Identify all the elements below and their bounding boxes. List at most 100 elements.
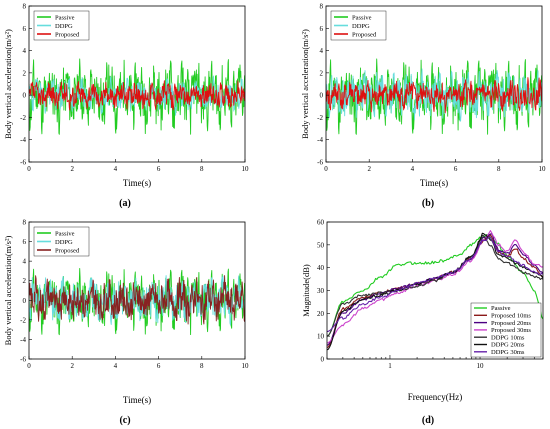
series-line-proposed xyxy=(29,80,245,111)
series-line-ddpg-10ms xyxy=(327,234,543,337)
legend-label: Proposed xyxy=(55,31,80,38)
legend-label: DDPG 10ms xyxy=(491,334,525,341)
y-tick-label: 60 xyxy=(317,219,325,227)
y-axis-label: Body vertical acceleration(m/s²) xyxy=(300,29,310,139)
x-tick-label: 8 xyxy=(200,165,204,173)
panel-label: (a) xyxy=(119,198,131,209)
y-tick-label: 2 xyxy=(320,69,324,77)
x-axis-label: Time(s) xyxy=(123,395,151,405)
x-tick-label: 10 xyxy=(477,362,485,370)
x-tick-label: 6 xyxy=(157,165,161,173)
plot-frame xyxy=(325,5,543,163)
y-tick-label: 10 xyxy=(317,333,325,341)
y-tick-label: 6 xyxy=(23,238,27,246)
x-tick-label: 10 xyxy=(242,165,250,173)
panel-label: (c) xyxy=(119,415,130,426)
plot-frame xyxy=(28,221,246,360)
y-tick-label: 6 xyxy=(320,25,324,33)
y-tick-label: -4 xyxy=(20,336,26,344)
legend-label: DDPG 20ms xyxy=(491,342,525,349)
panel-d: 1 10 0 10 20 30 40 50 60 Frequency(Hz) Magnitude(d… xyxy=(301,219,544,426)
legend-label: Proposed 20ms xyxy=(491,320,531,327)
panel-c: 0 2 4 6 8 10 -6 -4 -2 0 2 4 6 8 Time(s) Body vertical a… xyxy=(3,219,249,427)
x-tick-label: 4 xyxy=(411,165,415,173)
x-tick-label: 2 xyxy=(367,165,371,173)
y-tick-label: -2 xyxy=(317,114,323,122)
y-tick-label: 2 xyxy=(23,277,27,285)
panel-a: 0 2 4 6 8 10 -6 -4 -2 0 2 4 6 8 Time(s) Body vertical a… xyxy=(3,3,249,210)
x-tick-label: 4 xyxy=(114,362,118,370)
legend-label: DDPG xyxy=(55,239,73,246)
x-tick-label: 4 xyxy=(114,165,118,173)
x-tick-label: 2 xyxy=(70,362,74,370)
legend-label: Passive xyxy=(352,14,372,21)
y-axis-label: Magnitude(dB) xyxy=(301,264,311,317)
y-axis-label: Body vertical acceleration(m/s²) xyxy=(3,235,13,345)
y-tick-label: 2 xyxy=(23,69,27,77)
legend-label: Proposed 10ms xyxy=(491,313,531,320)
plot-area xyxy=(327,230,543,351)
legend-label: Passive xyxy=(55,230,75,237)
plot-area xyxy=(326,58,542,135)
y-axis-label: Body vertical acceleration(m/s²) xyxy=(3,29,13,139)
legend-label: DDPG 30ms xyxy=(491,349,525,356)
y-tick-label: 8 xyxy=(23,219,27,227)
legend-label: Proposed 30ms xyxy=(491,327,531,334)
plot-area xyxy=(29,267,245,336)
x-tick-label: 10 xyxy=(242,362,250,370)
y-tick-label: 40 xyxy=(317,264,325,272)
y-tick-label: -4 xyxy=(317,136,323,144)
y-tick-label: 8 xyxy=(320,3,324,11)
x-tick-label: 8 xyxy=(497,165,501,173)
y-tick-label: -6 xyxy=(317,159,323,167)
y-tick-label: 6 xyxy=(23,25,27,33)
y-tick-label: 50 xyxy=(317,241,325,249)
x-tick-label: 6 xyxy=(157,362,161,370)
x-tick-label: 6 xyxy=(454,165,458,173)
panel-b: 0 2 4 6 8 10 -6 -4 -2 0 2 4 6 8 Time(s) Body vertical a… xyxy=(300,3,546,210)
legend-label: DDPG xyxy=(352,23,370,30)
legend-label: Passive xyxy=(491,305,511,312)
legend-label: Proposed xyxy=(352,31,377,38)
y-tick-label: 0 xyxy=(23,92,27,100)
x-axis-label: Frequency(Hz) xyxy=(408,392,462,402)
plot-frame xyxy=(28,5,246,163)
y-tick-label: 0 xyxy=(23,297,27,305)
x-axis-label: Time(s) xyxy=(420,178,448,188)
y-tick-label: 30 xyxy=(317,287,325,295)
x-tick-label: 8 xyxy=(200,362,204,370)
legend-label: Proposed xyxy=(55,247,80,254)
legend-label: DDPG xyxy=(55,23,73,30)
x-tick-label: 0 xyxy=(324,165,328,173)
y-tick-label: -6 xyxy=(20,356,26,364)
x-tick-label: 0 xyxy=(27,362,31,370)
series-line-proposed xyxy=(326,77,542,114)
panel-label: (d) xyxy=(422,415,434,426)
y-tick-label: -4 xyxy=(20,136,26,144)
y-tick-label: 8 xyxy=(23,3,27,11)
x-tick-label: 2 xyxy=(70,165,74,173)
x-tick-label: 1 xyxy=(388,362,392,370)
y-tick-label: -6 xyxy=(20,159,26,167)
y-tick-label: 4 xyxy=(320,47,324,55)
y-tick-label: 0 xyxy=(321,356,325,364)
series-line-ddpg-30ms xyxy=(327,236,543,333)
y-tick-label: 4 xyxy=(23,47,27,55)
y-tick-label: 4 xyxy=(23,258,27,266)
x-axis-label: Time(s) xyxy=(123,178,151,188)
panel-label: (b) xyxy=(422,198,434,209)
plot-area xyxy=(29,58,245,135)
x-tick-label: 0 xyxy=(27,165,31,173)
legend-label: Passive xyxy=(55,14,75,21)
x-tick-label: 10 xyxy=(539,165,547,173)
y-tick-label: -2 xyxy=(20,316,26,324)
y-tick-label: 0 xyxy=(320,92,324,100)
y-tick-label: 20 xyxy=(317,310,325,318)
y-tick-label: -2 xyxy=(20,114,26,122)
series-line-proposed xyxy=(29,275,245,325)
